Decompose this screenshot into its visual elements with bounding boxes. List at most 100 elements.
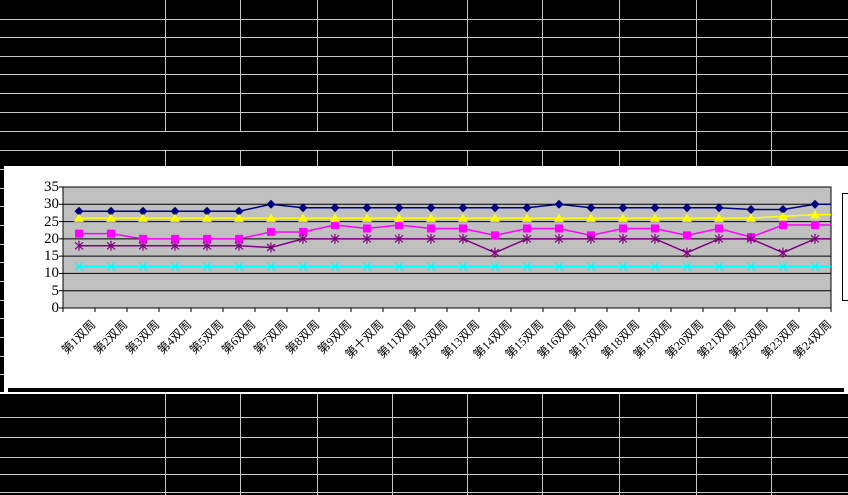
cell-gridline [0,37,848,38]
series-3-marker [234,213,244,222]
series-5-marker [746,233,756,244]
series-4-marker [202,261,212,272]
y-axis-label: 25 [44,213,59,230]
series-3-marker [682,213,692,222]
series-3-marker [618,213,628,222]
cell-gridline [467,0,468,131]
series-3-marker [394,213,404,222]
cell-gridline [165,394,166,495]
y-axis-label: 20 [44,230,59,247]
series-1-marker [682,203,692,213]
series-5-marker [106,240,116,251]
series-2-marker [267,227,275,236]
series-4-marker [778,261,788,272]
series-1-marker [714,203,724,213]
cell-gridline [317,0,318,131]
series-2-marker [331,221,339,230]
series-4-marker [746,261,756,272]
series-5-marker [266,242,276,253]
series-3-marker [170,213,180,222]
cell-gridline [0,417,848,418]
series-5-marker [234,240,244,251]
series-5-marker [458,233,468,244]
series-3-marker [298,213,308,222]
series-5-marker [618,233,628,244]
series-1-marker [586,203,596,213]
cell-gridline [542,394,543,495]
cell-gridline [165,0,166,131]
series-1-marker [522,203,532,213]
cell-gridline [392,0,393,131]
legend-box-cutoff[interactable] [842,193,848,301]
series-2-marker [459,224,467,233]
series-3-marker [362,213,372,222]
series-1-marker [650,203,660,213]
series-5-marker [522,233,532,244]
series-1-marker [362,203,372,213]
series-3-marker [810,210,820,219]
series-1-marker [618,203,628,213]
series-2-marker [299,227,307,236]
line-chart-plot [59,186,832,312]
cell-gridline [392,394,393,495]
cell-gridline [0,19,848,20]
series-5-marker [202,240,212,251]
cell-gridline [240,150,241,166]
series-1-marker [202,206,212,216]
series-4-marker [170,261,180,272]
series-1-marker [138,206,148,216]
cell-gridline [0,93,848,94]
series-4-marker [490,261,500,272]
series-4-marker [650,261,660,272]
series-5-marker [714,233,724,244]
series-1-marker [266,199,276,209]
series-2-marker [363,224,371,233]
series-3-marker [778,211,788,221]
series-2-marker [235,234,243,243]
series-4-marker [522,261,532,272]
cell-gridline [619,394,620,495]
series-2-marker [683,231,691,240]
cell-gridline [542,0,543,131]
series-1-marker [490,203,500,213]
cell-gridline [0,300,4,301]
series-2-marker [107,229,115,238]
cell-gridline [0,56,848,57]
series-5-marker [330,233,340,244]
cell-gridline [0,457,848,458]
cell-gridline [0,374,4,375]
series-2-marker [811,221,819,230]
y-axis-label: 30 [44,196,59,213]
series-4-marker [458,261,468,272]
series-4-marker [74,261,84,272]
cell-gridline [0,206,4,207]
cell-gridline [0,318,4,319]
series-1-marker [394,203,404,213]
cell-gridline [0,112,848,113]
y-axis-label: 10 [44,265,59,282]
cell-gridline [392,150,393,166]
series-4-marker [106,261,116,272]
series-4-marker [586,261,596,272]
cell-gridline [771,394,772,495]
cell-gridline [619,150,620,166]
series-5-marker [586,233,596,244]
series-2-marker [491,231,499,240]
series-5-marker [490,247,500,258]
series-5-marker [810,233,820,244]
series-4-marker [330,261,340,272]
series-1-marker [778,204,788,214]
series-3-marker [522,213,532,222]
cell-gridline [0,169,4,170]
series-3-marker [714,213,724,222]
series-4-marker [266,261,276,272]
cell-gridline [542,150,543,166]
series-2-marker [619,224,627,233]
series-1-marker [330,203,340,213]
chart-object[interactable]: 0 5 10 15 20 25 30 35 第1双周 第2双周 第3双周 第4双周 第5双周 第6双周第… [4,166,848,392]
cell-gridline [0,188,4,189]
series-5-marker [682,247,692,258]
cell-gridline [0,281,4,282]
cell-gridline [696,394,697,495]
cell-gridline [0,492,848,493]
